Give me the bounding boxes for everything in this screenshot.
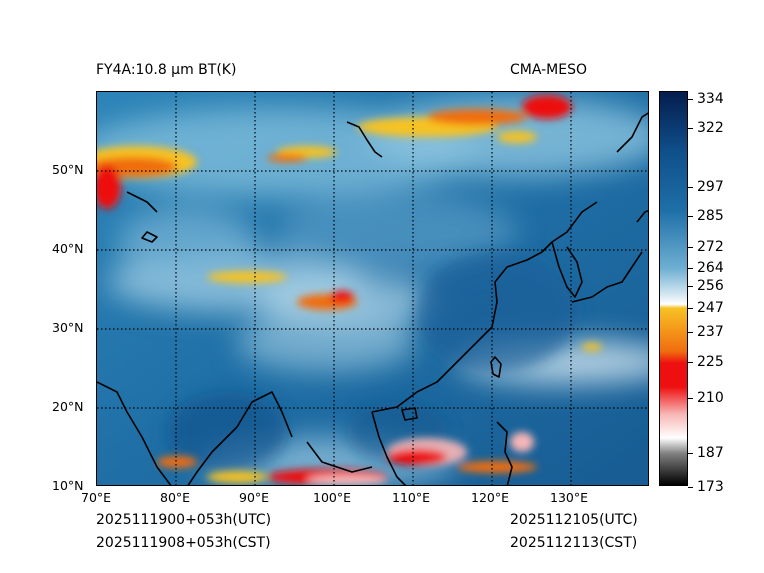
lon-label-90e: 90°E	[239, 490, 270, 505]
product-title: FY4A:10.8 µm BT(K)	[96, 62, 237, 78]
satellite-map	[96, 91, 649, 486]
india-west-coast	[97, 381, 172, 485]
colorbar-tick-mark	[688, 268, 693, 269]
colorbar-tick-mark	[688, 99, 693, 100]
valid-time-utc: 2025112105(UTC)	[510, 512, 638, 528]
colorbar-tick-label: 264	[697, 260, 724, 276]
lon-label-110e: 110°E	[392, 490, 431, 505]
init-time-cst: 2025111908+053h(CST)	[96, 535, 271, 551]
cold-cloud-tops	[97, 95, 602, 485]
valid-time-cst: 2025112113(CST)	[510, 535, 638, 551]
colorbar-tick-mark	[688, 128, 693, 129]
lat-label-30n: 30°N	[52, 320, 84, 335]
philippines	[496, 421, 513, 485]
colorbar-tick-mark	[688, 362, 693, 363]
colorbar-tick-mark	[688, 398, 693, 399]
colorbar-tick-mark	[688, 487, 693, 488]
colorbar-tick-mark	[688, 308, 693, 309]
colorbar-tick-label: 225	[697, 354, 724, 370]
colorbar-tick-label: 210	[697, 390, 724, 406]
hainan	[401, 407, 418, 421]
colorbar-tick-label: 237	[697, 324, 724, 340]
colorbar-tick-label: 256	[697, 278, 724, 294]
colorbar-tick-mark	[688, 286, 693, 287]
india-east-coast	[187, 426, 238, 485]
lon-label-120e: 120°E	[471, 490, 510, 505]
satellite-map-svg	[97, 92, 648, 485]
model-title: CMA-MESO	[510, 62, 588, 78]
lon-label-130e: 130°E	[550, 490, 589, 505]
colorbar-tick-mark	[688, 247, 693, 248]
lat-label-40n: 40°N	[52, 241, 84, 256]
colorbar-tick-mark	[688, 332, 693, 333]
colorbar-tick-mark	[688, 216, 693, 217]
coastlines	[97, 112, 648, 485]
bay-of-bengal-coast	[236, 391, 293, 438]
colorbar-tick-label: 285	[697, 208, 724, 224]
init-time-utc: 2025111900+053h(UTC)	[96, 512, 272, 528]
colorbar-tick-mark	[688, 187, 693, 188]
colorbar-tick-label: 334	[697, 91, 724, 107]
lake-baikal	[346, 121, 383, 158]
aral-fragment	[126, 191, 158, 213]
indochina-coast	[306, 441, 373, 473]
lat-label-50n: 50°N	[52, 162, 84, 177]
colorbar-tick-label: 297	[697, 179, 724, 195]
lon-label-100e: 100°E	[313, 490, 352, 505]
colorbar-tick-mark	[688, 453, 693, 454]
colorbar-tick-label: 187	[697, 445, 724, 461]
colorbar-tick-label: 272	[697, 239, 724, 255]
vietnam-coast	[371, 411, 407, 485]
lon-label-80e: 80°E	[160, 490, 191, 505]
colorbar-tick-label: 322	[697, 120, 724, 136]
graticule	[97, 92, 648, 485]
lat-label-10n: 10°N	[52, 478, 84, 493]
colorbar-tick-label: 247	[697, 300, 724, 316]
korea-peninsula	[551, 241, 583, 298]
okhotsk-coast	[616, 112, 648, 153]
lon-label-70e: 70°E	[81, 490, 112, 505]
lake-balkhash	[141, 231, 158, 243]
china-coast	[371, 266, 508, 413]
colorbar	[659, 91, 688, 486]
japan-honshu	[571, 251, 643, 303]
lat-label-20n: 20°N	[52, 399, 84, 414]
colorbar-tick-label: 173	[697, 479, 724, 495]
japan-hokkaido	[636, 209, 648, 223]
